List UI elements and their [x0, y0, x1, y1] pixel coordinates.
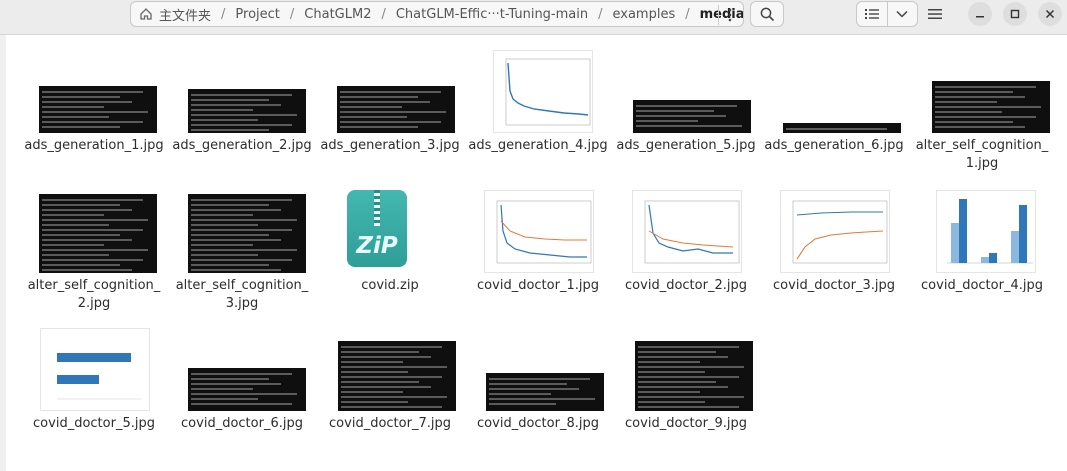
training-plot [792, 200, 888, 264]
breadcrumb-examples[interactable]: examples [612, 6, 676, 22]
thumbnail [760, 50, 908, 168]
thumbnail [464, 50, 612, 168]
thumbnail [168, 50, 316, 168]
thumbnail [760, 190, 908, 308]
thumbnail [612, 190, 760, 308]
thumbnail [20, 50, 168, 168]
main-menu-button[interactable] [922, 1, 948, 27]
thumbnail [908, 190, 1056, 308]
breadcrumb: 主文件夹 / Project / ChatGLM2 / ChatGLM-Effi… [130, 1, 744, 27]
file-name: covid_doctor_5.jpg [33, 416, 155, 431]
minimize-icon [976, 16, 984, 18]
file-name: covid_doctor_6.jpg [181, 416, 303, 431]
file-name: ads_generation_4.jpg [468, 138, 608, 153]
file-name: covid.zip [361, 278, 419, 293]
maximize-button[interactable] [1003, 2, 1027, 26]
view-options-button[interactable] [886, 2, 918, 26]
thumbnail [20, 328, 168, 446]
view-toggle-group [856, 1, 918, 27]
file-name: ads_generation_5.jpg [616, 138, 756, 153]
thumbnail [20, 190, 168, 308]
hamburger-menu-icon [928, 9, 942, 19]
list-view-icon [864, 9, 879, 19]
file-name: alter_self_cognition_ 3.jpg [175, 278, 309, 311]
file-name: ads_generation_2.jpg [172, 138, 312, 153]
breadcrumb-project[interactable]: Project [235, 6, 280, 22]
breadcrumb-separator: / [221, 6, 226, 22]
list-view-button[interactable] [857, 2, 887, 26]
close-icon [1045, 9, 1055, 19]
training-plot [496, 200, 592, 264]
thumbnail [464, 190, 612, 308]
horizontal-bar-plot [57, 353, 141, 400]
breadcrumb-chatglm-tuning[interactable]: ChatGLM-Effic···t-Tuning-main [395, 6, 589, 22]
breadcrumb-separator: / [685, 6, 690, 22]
file-name: covid_doctor_4.jpg [921, 278, 1043, 293]
sidebar-edge [0, 35, 6, 471]
header-bar: 主文件夹 / Project / ChatGLM2 / ChatGLM-Effi… [0, 0, 1067, 35]
file-name: ads_generation_3.jpg [320, 138, 460, 153]
zip-file-icon: ZiP [347, 190, 407, 267]
bar-plot [947, 199, 1033, 264]
breadcrumb-chatglm2[interactable]: ChatGLM2 [304, 6, 372, 22]
file-name: covid_doctor_9.jpg [625, 416, 747, 431]
file-name: covid_doctor_3.jpg [773, 278, 895, 293]
breadcrumb-separator: / [598, 6, 603, 22]
thumbnail: ZiP [316, 190, 464, 308]
minimize-button[interactable] [968, 2, 992, 26]
thumbnail [908, 50, 1056, 168]
thumbnail [612, 50, 760, 168]
thumbnail [168, 328, 316, 446]
file-name: alter_self_cognition_ 1.jpg [915, 138, 1049, 171]
thumbnail [316, 50, 464, 168]
thumbnail [612, 328, 760, 446]
loss-curve-plot [505, 58, 591, 126]
search-icon [760, 7, 774, 21]
breadcrumb-separator: / [289, 6, 295, 22]
maximize-icon [1010, 9, 1020, 19]
file-name: covid_doctor_1.jpg [477, 278, 599, 293]
thumbnail [168, 190, 316, 308]
breadcrumb-media[interactable]: media [699, 6, 744, 22]
training-plot [644, 200, 740, 264]
file-name: ads_generation_6.jpg [764, 138, 904, 153]
file-name: covid_doctor_8.jpg [477, 416, 599, 431]
file-name: covid_doctor_7.jpg [329, 416, 451, 431]
search-button[interactable] [750, 1, 784, 27]
thumbnail [464, 328, 612, 446]
breadcrumb-home[interactable]: 主文件夹 [131, 2, 219, 26]
file-name: covid_doctor_2.jpg [625, 278, 747, 293]
file-name: alter_self_cognition_ 2.jpg [27, 278, 161, 311]
file-name: ads_generation_1.jpg [24, 138, 164, 153]
home-icon [140, 8, 152, 20]
path-menu-button[interactable] [718, 5, 740, 25]
breadcrumb-separator: / [381, 6, 386, 22]
chevron-down-icon [896, 10, 908, 18]
breadcrumb-home-label: 主文件夹 [159, 8, 212, 24]
vertical-ellipsis-icon [728, 8, 731, 22]
close-button[interactable] [1038, 2, 1062, 26]
thumbnail [316, 328, 464, 446]
